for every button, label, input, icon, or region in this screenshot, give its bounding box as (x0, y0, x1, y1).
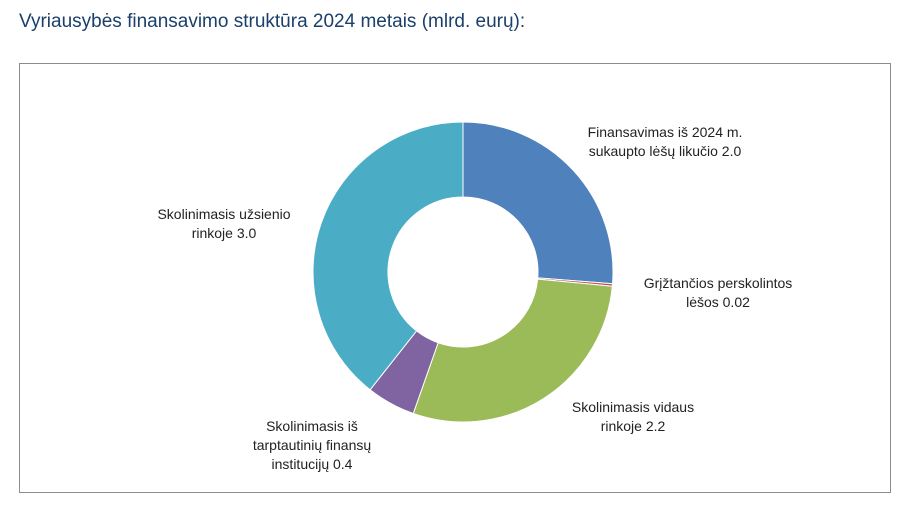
slice-label-line: Skolinimasis iš (266, 418, 358, 434)
slice-label-4: Skolinimasis iš tarptautinių finansų insti… (253, 418, 372, 472)
donut-slice-3 (412, 278, 613, 423)
slice-label-1: Finansavimas iš 2024 m. sukaupto lėšų lik… (588, 124, 743, 159)
slice-label-line: Grįžtančios perskolintos (644, 275, 793, 291)
slice-label-3: Skolinimasis vidaus rinkoje 2.2 (572, 399, 694, 434)
labels-layer: Finansavimas iš 2024 m. sukaupto lėšų lik… (157, 124, 792, 472)
slice-label-2: Grįžtančios perskolintos lėšos 0.02 (644, 275, 793, 310)
slice-label-line: rinkoje 2.2 (601, 418, 666, 434)
slice-label-line: tarptautinių finansų (253, 437, 372, 453)
slice-label-line: Skolinimasis užsienio (157, 206, 290, 222)
slice-label-line: Skolinimasis vidaus (572, 399, 694, 415)
slice-label-line: rinkoje 3.0 (192, 225, 257, 241)
donut-slice-5 (312, 121, 464, 391)
slice-label-line: Finansavimas iš 2024 m. (588, 124, 743, 140)
donut-slice-1 (462, 121, 614, 285)
page-title: Vyriausybės finansavimo struktūra 2024 m… (19, 11, 526, 32)
slices-layer (312, 121, 614, 423)
slice-label-5: Skolinimasis užsienio rinkoje 3.0 (157, 206, 290, 241)
slice-label-line: lėšos 0.02 (686, 294, 750, 310)
slice-label-line: institucijų 0.4 (272, 456, 353, 472)
slice-label-line: sukaupto lėšų likučio 2.0 (589, 143, 742, 159)
